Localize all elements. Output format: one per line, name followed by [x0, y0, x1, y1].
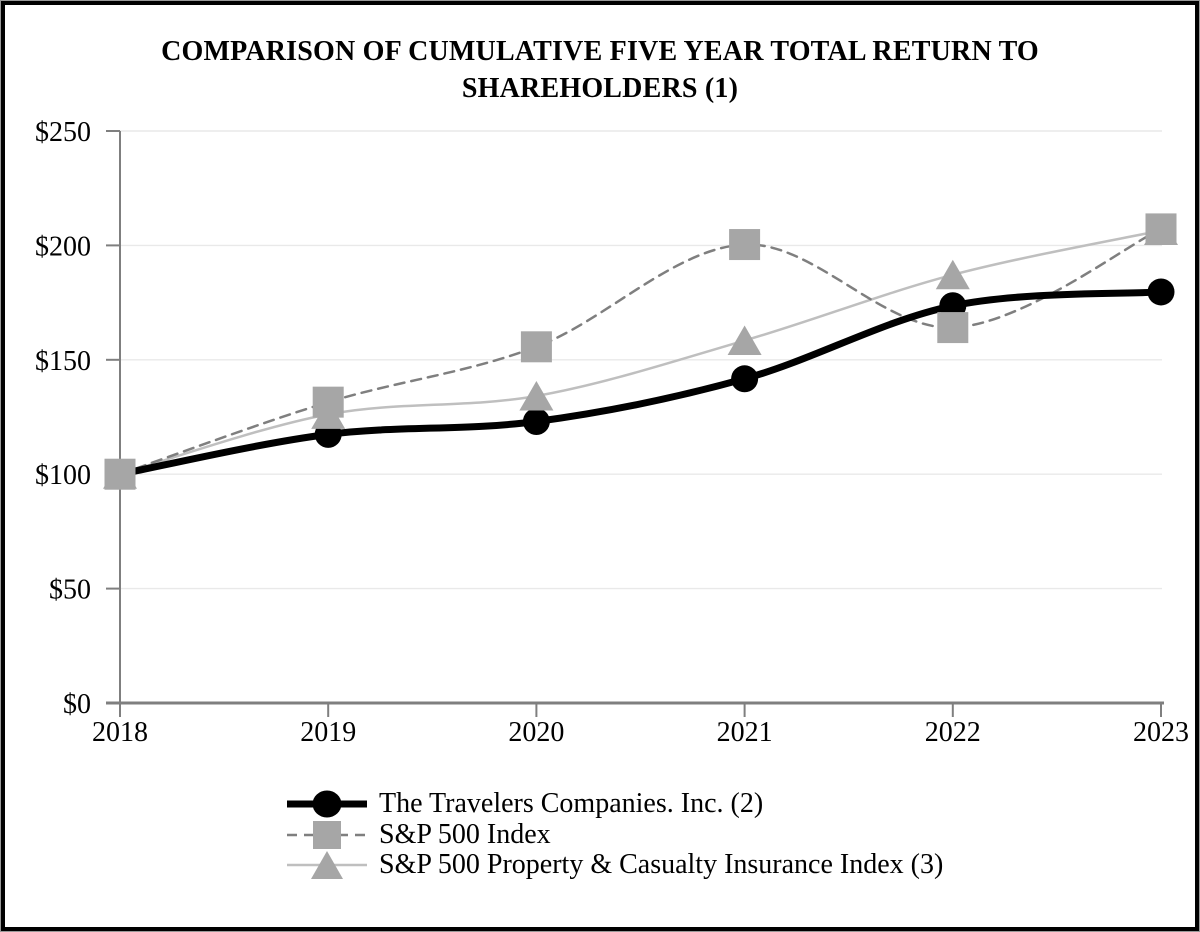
data-point-square [104, 458, 136, 490]
data-point-square [729, 229, 761, 261]
x-axis-label: 2019 [300, 717, 356, 748]
y-axis-label: $250 [35, 117, 91, 148]
legend-item-sp500: S&P 500 Index [285, 818, 943, 851]
legend-travelers-line-circle-icon [287, 790, 367, 818]
legend-label: The Travelers Companies. Inc. (2) [379, 788, 764, 820]
data-point-circle [731, 365, 759, 393]
legend-pc-index-line-triangle-icon [287, 851, 367, 880]
chart-title: COMPARISON OF CUMULATIVE FIVE YEAR TOTAL… [0, 33, 1200, 107]
data-point-circle [522, 407, 550, 435]
x-axis-label: 2021 [717, 717, 773, 748]
y-axis-label: $150 [35, 346, 91, 377]
data-point-square [520, 331, 552, 363]
data-point-square [312, 386, 344, 418]
x-axis-label: 2023 [1133, 717, 1189, 748]
data-point-square [937, 312, 969, 344]
y-axis-label: $50 [49, 575, 91, 606]
data-point-triangle [519, 380, 554, 411]
legend: The Travelers Companies. Inc. (2) S&P 50… [285, 788, 944, 881]
legend-sp500-dashed-square-icon [287, 820, 367, 849]
chart-title-line-2: SHAREHOLDERS (1) [461, 73, 739, 104]
series-line-1 [118, 227, 1163, 476]
legend-label: S&P 500 Property & Casualty Insurance In… [379, 849, 944, 881]
series-line-0 [116, 288, 1165, 478]
data-point-circle [1147, 278, 1175, 306]
legend-item-sp500-pc: S&P 500 Property & Casualty Insurance In… [285, 849, 944, 881]
chart-title-line-1: COMPARISON OF CUMULATIVE FIVE YEAR TOTAL… [161, 36, 1039, 67]
x-axis-label: 2018 [92, 717, 148, 748]
series-line-2 [118, 229, 1163, 476]
data-point-triangle [727, 325, 762, 356]
y-axis-label: $200 [35, 231, 91, 262]
data-point-square [1145, 213, 1177, 245]
legend-item-travelers: The Travelers Companies. Inc. (2) [285, 788, 943, 820]
legend-label: S&P 500 Index [379, 818, 551, 850]
y-axis-label: $100 [35, 460, 91, 491]
x-axis-label: 2022 [925, 717, 981, 748]
data-point-triangle [935, 259, 970, 290]
x-axis-label: 2020 [508, 717, 564, 748]
y-axis-label: $0 [63, 689, 91, 720]
